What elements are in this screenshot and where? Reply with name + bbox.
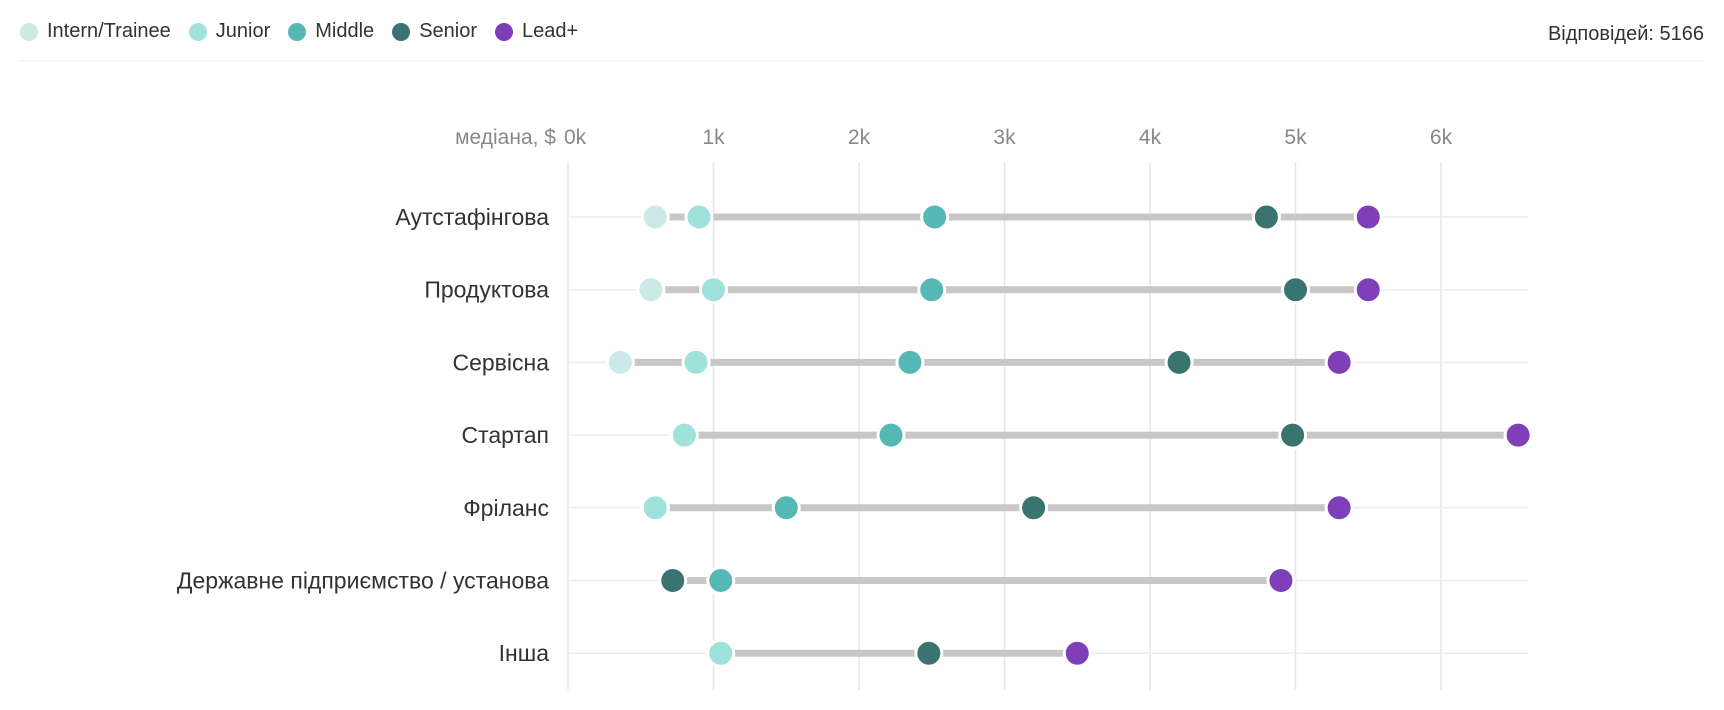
category-label: Фріланс xyxy=(463,495,549,521)
data-point-intern-trainee xyxy=(636,275,666,305)
data-point-senior xyxy=(1164,347,1194,377)
data-point-middle xyxy=(706,566,736,595)
data-point-middle xyxy=(771,493,801,523)
category-label: Державне підприємство / установа xyxy=(177,568,549,594)
data-point-lead xyxy=(1324,347,1354,377)
data-point-lead xyxy=(1503,420,1533,450)
legend-label-lead: Lead+ xyxy=(522,20,579,42)
data-point-senior xyxy=(658,566,688,595)
x-tick-label: 5k xyxy=(1284,126,1307,149)
legend-label-junior: Junior xyxy=(215,20,271,42)
x-tick-label: 0k xyxy=(564,126,587,149)
legend-item-middle[interactable]: Middle xyxy=(288,20,374,43)
data-point-middle xyxy=(917,275,947,305)
data-point-middle xyxy=(895,347,925,377)
category-label: Стартап xyxy=(462,422,550,448)
x-tick-label: 1k xyxy=(702,126,725,149)
responses-count: Відповідей: 5166 xyxy=(1547,23,1704,45)
legend-dot-senior xyxy=(392,22,411,41)
legend-dot-middle xyxy=(288,22,307,41)
data-point-lead xyxy=(1353,275,1383,305)
data-point-junior xyxy=(681,347,711,377)
category-label: Сервісна xyxy=(452,349,549,375)
legend-label-senior: Senior xyxy=(419,20,477,42)
data-point-lead xyxy=(1062,638,1092,668)
header-divider xyxy=(20,60,1704,61)
data-point-middle xyxy=(876,420,906,450)
x-tick-label: 2k xyxy=(848,126,871,149)
data-point-senior xyxy=(1019,493,1049,523)
legend: Intern/Trainee Junior Middle Senior Lead… xyxy=(20,20,596,43)
category-label: Інша xyxy=(499,640,550,666)
x-axis-title: медіана, $ xyxy=(455,126,556,149)
legend-dot-junior xyxy=(188,22,207,41)
data-point-senior xyxy=(1278,420,1308,450)
legend-item-lead[interactable]: Lead+ xyxy=(495,20,578,43)
category-label: Продуктова xyxy=(424,277,549,303)
legend-item-junior[interactable]: Junior xyxy=(188,20,271,43)
legend-item-intern[interactable]: Intern/Trainee xyxy=(20,20,171,43)
data-point-intern-trainee xyxy=(605,347,635,377)
legend-item-senior[interactable]: Senior xyxy=(392,20,477,43)
legend-dot-lead xyxy=(495,22,513,41)
x-tick-label: 4k xyxy=(1139,126,1162,149)
data-point-lead xyxy=(1324,493,1354,523)
data-point-senior xyxy=(914,638,944,668)
data-point-junior xyxy=(684,202,714,232)
legend-label-middle: Middle xyxy=(315,20,375,42)
data-point-senior xyxy=(1281,275,1310,305)
legend-label-intern: Intern/Trainee xyxy=(47,20,171,42)
legend-dot-intern xyxy=(20,22,38,41)
x-tick-label: 3k xyxy=(993,126,1016,149)
data-point-senior xyxy=(1251,202,1281,232)
x-tick-label: 6k xyxy=(1430,126,1453,149)
data-point-intern-trainee xyxy=(640,202,670,232)
data-point-junior xyxy=(669,420,699,450)
data-point-lead xyxy=(1353,202,1383,232)
data-point-junior xyxy=(699,275,728,305)
category-label: Аутстафінгова xyxy=(395,204,549,230)
data-point-lead xyxy=(1266,566,1296,595)
data-point-junior xyxy=(640,493,670,523)
data-point-junior xyxy=(706,638,736,668)
data-point-middle xyxy=(920,202,950,232)
